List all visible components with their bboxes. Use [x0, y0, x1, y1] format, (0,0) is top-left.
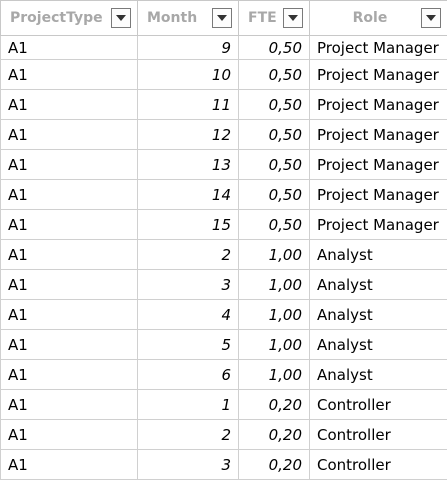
- cell-role[interactable]: Project Manager: [309, 179, 447, 210]
- cell-month[interactable]: 11: [137, 89, 239, 120]
- cell-project-type[interactable]: A1: [0, 149, 138, 180]
- cell-project-type[interactable]: A1: [0, 419, 138, 450]
- table-row[interactable]: A1 2 0,20 Controller: [0, 419, 447, 450]
- cell-role[interactable]: Project Manager: [309, 209, 447, 240]
- column-header-project-type[interactable]: ProjectType: [0, 0, 138, 36]
- cell-project-type[interactable]: A1: [0, 239, 138, 270]
- cell-month[interactable]: 9: [137, 35, 239, 60]
- table-row[interactable]: A1 10 0,50 Project Manager: [0, 59, 447, 90]
- cell-fte[interactable]: 0,50: [238, 209, 310, 240]
- table-row[interactable]: A1 13 0,50 Project Manager: [0, 149, 447, 180]
- cell-project-type[interactable]: A1: [0, 329, 138, 360]
- cell-fte[interactable]: 1,00: [238, 359, 310, 390]
- cell-fte[interactable]: 1,00: [238, 299, 310, 330]
- cell-role[interactable]: Project Manager: [309, 89, 447, 120]
- column-header-month[interactable]: Month: [137, 0, 239, 36]
- cell-role[interactable]: Project Manager: [309, 119, 447, 150]
- table-row[interactable]: A1 12 0,50 Project Manager: [0, 119, 447, 150]
- cell-fte[interactable]: 0,50: [238, 119, 310, 150]
- table-row[interactable]: A1 14 0,50 Project Manager: [0, 179, 447, 210]
- cell-fte[interactable]: 0,20: [238, 449, 310, 480]
- cell-project-type[interactable]: A1: [0, 269, 138, 300]
- cell-project-type[interactable]: A1: [0, 299, 138, 330]
- cell-role[interactable]: Project Manager: [309, 35, 447, 60]
- table-row[interactable]: A1 15 0,50 Project Manager: [0, 209, 447, 240]
- chevron-down-icon: [116, 15, 126, 21]
- cell-project-type[interactable]: A1: [0, 89, 138, 120]
- filter-dropdown-button[interactable]: [283, 8, 303, 28]
- cell-fte[interactable]: 0,50: [238, 59, 310, 90]
- cell-fte[interactable]: 0,50: [238, 149, 310, 180]
- cell-month[interactable]: 3: [137, 449, 239, 480]
- cell-project-type[interactable]: A1: [0, 35, 138, 60]
- chevron-down-icon: [288, 15, 298, 21]
- cell-fte[interactable]: 0,20: [238, 389, 310, 420]
- chevron-down-icon: [426, 15, 436, 21]
- cell-month[interactable]: 4: [137, 299, 239, 330]
- cell-project-type[interactable]: A1: [0, 209, 138, 240]
- cell-fte[interactable]: 0,20: [238, 419, 310, 450]
- cell-project-type[interactable]: A1: [0, 59, 138, 90]
- cell-fte[interactable]: 1,00: [238, 239, 310, 270]
- column-header-label: Month: [147, 10, 198, 26]
- cell-role[interactable]: Analyst: [309, 269, 447, 300]
- cell-role[interactable]: Analyst: [309, 359, 447, 390]
- cell-role[interactable]: Analyst: [309, 299, 447, 330]
- filter-dropdown-button[interactable]: [111, 8, 131, 28]
- column-header-label: FTE: [248, 10, 277, 26]
- column-header-label: Role: [352, 10, 388, 26]
- data-table: ProjectType Month FTE Role A1 9 0,50 Pro…: [0, 0, 447, 480]
- cell-role[interactable]: Project Manager: [309, 59, 447, 90]
- cell-fte[interactable]: 0,50: [238, 179, 310, 210]
- cell-role[interactable]: Analyst: [309, 239, 447, 270]
- header-row: ProjectType Month FTE Role: [0, 0, 447, 36]
- column-header-role[interactable]: Role: [309, 0, 447, 36]
- table-row[interactable]: A1 11 0,50 Project Manager: [0, 89, 447, 120]
- cell-month[interactable]: 10: [137, 59, 239, 90]
- table-row[interactable]: A1 5 1,00 Analyst: [0, 329, 447, 360]
- cell-month[interactable]: 13: [137, 149, 239, 180]
- table-row[interactable]: A1 2 1,00 Analyst: [0, 239, 447, 270]
- cell-role[interactable]: Project Manager: [309, 149, 447, 180]
- cell-month[interactable]: 1: [137, 389, 239, 420]
- table-row[interactable]: A1 6 1,00 Analyst: [0, 359, 447, 390]
- cell-project-type[interactable]: A1: [0, 389, 138, 420]
- column-header-label: ProjectType: [10, 10, 103, 26]
- cell-fte[interactable]: 0,50: [238, 35, 310, 60]
- cell-role[interactable]: Controller: [309, 419, 447, 450]
- cell-month[interactable]: 6: [137, 359, 239, 390]
- cell-project-type[interactable]: A1: [0, 359, 138, 390]
- cell-month[interactable]: 12: [137, 119, 239, 150]
- cell-month[interactable]: 5: [137, 329, 239, 360]
- cell-month[interactable]: 2: [137, 419, 239, 450]
- cell-month[interactable]: 3: [137, 269, 239, 300]
- column-header-fte[interactable]: FTE: [238, 0, 310, 36]
- cell-role[interactable]: Analyst: [309, 329, 447, 360]
- cell-project-type[interactable]: A1: [0, 449, 138, 480]
- cell-project-type[interactable]: A1: [0, 119, 138, 150]
- filter-dropdown-button[interactable]: [212, 8, 232, 28]
- cell-month[interactable]: 15: [137, 209, 239, 240]
- table-row[interactable]: A1 1 0,20 Controller: [0, 389, 447, 420]
- cell-project-type[interactable]: A1: [0, 179, 138, 210]
- table-row[interactable]: A1 4 1,00 Analyst: [0, 299, 447, 330]
- filter-dropdown-button[interactable]: [421, 8, 441, 28]
- table-row[interactable]: A1 9 0,50 Project Manager: [0, 35, 447, 60]
- chevron-down-icon: [217, 15, 227, 21]
- cell-fte[interactable]: 0,50: [238, 89, 310, 120]
- cell-month[interactable]: 2: [137, 239, 239, 270]
- table-row[interactable]: A1 3 0,20 Controller: [0, 449, 447, 480]
- cell-role[interactable]: Controller: [309, 389, 447, 420]
- cell-fte[interactable]: 1,00: [238, 269, 310, 300]
- cell-month[interactable]: 14: [137, 179, 239, 210]
- cell-role[interactable]: Controller: [309, 449, 447, 480]
- table-row[interactable]: A1 3 1,00 Analyst: [0, 269, 447, 300]
- cell-fte[interactable]: 1,00: [238, 329, 310, 360]
